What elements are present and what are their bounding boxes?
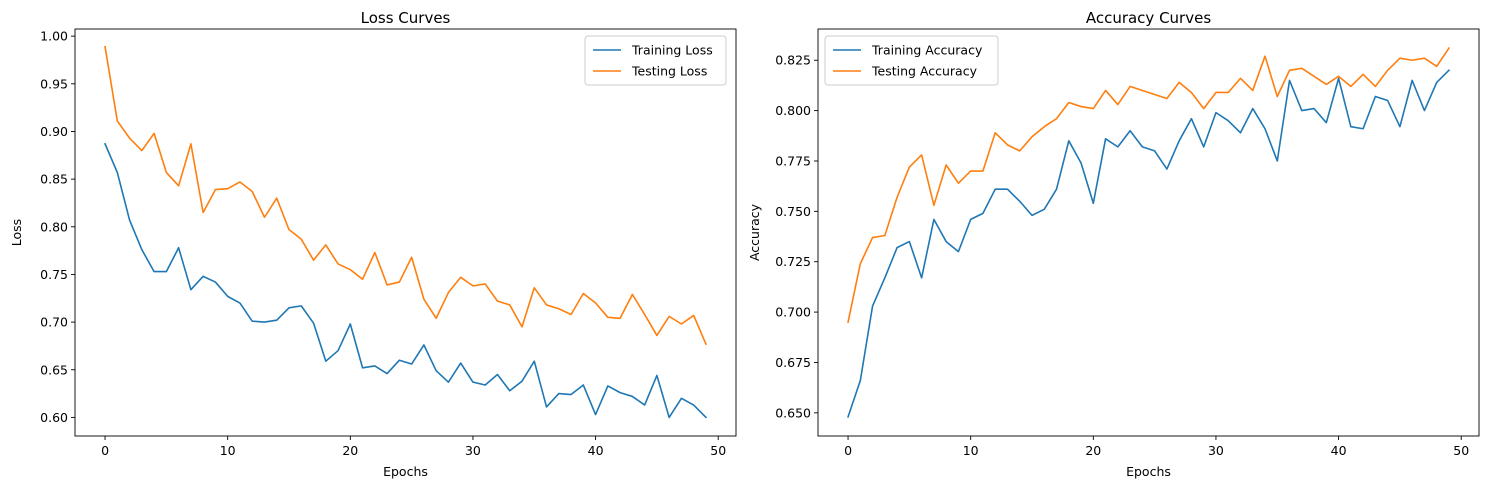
loss-series-training-line	[103, 142, 708, 419]
loss-series-testing-line	[104, 45, 708, 346]
accuracy-y-tick-label: 0.700	[775, 305, 811, 320]
loss-y-tick-label: 0.70	[40, 315, 68, 330]
loss-legend-box	[584, 35, 727, 86]
loss-y-tick-label: 0.60	[40, 410, 68, 425]
accuracy-legend-label-testing: Testing Accuracy	[871, 64, 978, 79]
accuracy-legend: Training Accuracy Testing Accuracy	[824, 35, 999, 86]
loss-x-tick-label: 0	[101, 443, 109, 458]
loss-legend-label-testing: Testing Loss	[631, 64, 707, 79]
loss-y-tick-label: 0.80	[40, 219, 68, 234]
accuracy-y-tick-label: 0.650	[775, 405, 811, 420]
accuracy-x-axis-label: Epochs	[1126, 464, 1171, 479]
loss-y-tick-label: 0.85	[40, 172, 68, 187]
accuracy-axes-frame	[817, 28, 1480, 437]
loss-legend-label-training: Training Loss	[631, 43, 713, 58]
loss-x-tick-label: 10	[220, 443, 236, 458]
loss-x-axis-label: Epochs	[383, 464, 428, 479]
accuracy-x-tick-label: 20	[1085, 443, 1101, 458]
loss-y-tick-label: 0.95	[40, 76, 68, 91]
loss-x-tick-label: 20	[342, 443, 358, 458]
accuracy-chart-title: Accuracy Curves	[1086, 9, 1212, 27]
loss-chart-title: Loss Curves	[361, 9, 451, 27]
accuracy-legend-box	[824, 35, 999, 86]
loss-chart: 0 10 20 30 40 50 0.60 0.65 0.70 0.75 0.80 0.85 0.90 0…	[9, 9, 737, 479]
accuracy-legend-label-training: Training Accuracy	[871, 43, 983, 58]
loss-x-tick-label: 50	[710, 443, 726, 458]
loss-y-axis-label: Loss	[9, 219, 24, 246]
loss-legend: Training Loss Testing Loss	[584, 35, 727, 86]
accuracy-y-axis-label: Accuracy	[747, 203, 762, 261]
loss-axes-frame	[74, 28, 737, 437]
loss-x-tick-label: 40	[588, 443, 604, 458]
accuracy-series-training-line	[847, 69, 1451, 418]
accuracy-x-tick-label: 0	[844, 443, 852, 458]
loss-y-tick-label: 0.65	[40, 362, 68, 377]
accuracy-x-tick-label: 50	[1453, 443, 1469, 458]
accuracy-y-tick-label: 0.800	[775, 103, 811, 118]
accuracy-x-tick-label: 30	[1208, 443, 1224, 458]
accuracy-x-tick-label: 40	[1331, 443, 1347, 458]
loss-y-tick-label: 0.75	[40, 267, 68, 282]
accuracy-x-tick-label: 10	[963, 443, 979, 458]
loss-y-tick-label: 1.00	[40, 29, 68, 44]
accuracy-y-tick-label: 0.775	[775, 153, 811, 168]
accuracy-y-tick-label: 0.675	[775, 355, 811, 370]
accuracy-y-tick-label: 0.725	[775, 254, 811, 269]
loss-x-tick-label: 30	[465, 443, 481, 458]
loss-y-tick-label: 0.90	[40, 124, 68, 139]
accuracy-series-testing-line	[847, 47, 1451, 324]
accuracy-chart: 0 10 20 30 40 50 0.650 0.675 0.700 0.725 0.750 0.77…	[747, 9, 1480, 479]
accuracy-y-tick-label: 0.825	[775, 53, 811, 68]
accuracy-y-tick-label: 0.750	[775, 204, 811, 219]
